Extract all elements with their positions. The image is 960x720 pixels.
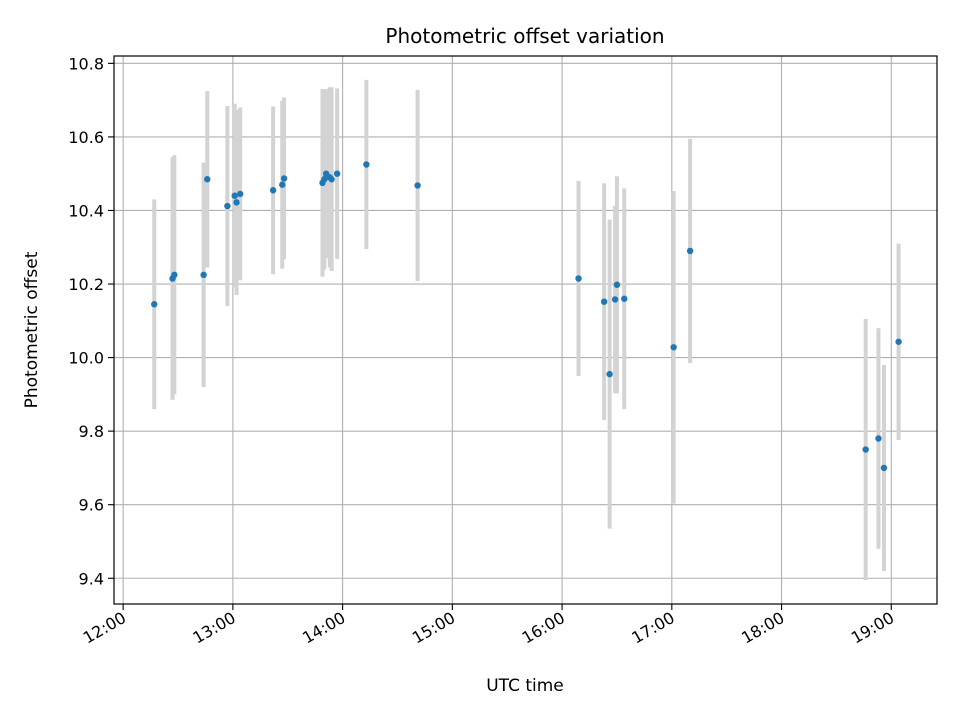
data-point xyxy=(231,192,238,199)
data-point xyxy=(862,446,869,453)
data-point xyxy=(363,161,370,168)
data-point xyxy=(328,176,335,183)
y-tick-label: 10.0 xyxy=(68,349,104,368)
data-point xyxy=(613,281,621,288)
y-tick-label: 9.4 xyxy=(79,569,104,588)
data-point xyxy=(414,182,421,189)
y-tick-label: 10.6 xyxy=(68,128,104,147)
data-point xyxy=(200,271,207,279)
data-point xyxy=(575,275,582,282)
y-tick-label: 10.8 xyxy=(68,54,104,73)
data-point xyxy=(895,338,902,345)
data-point xyxy=(611,296,619,303)
data-point xyxy=(875,435,882,442)
data-point xyxy=(236,190,244,198)
chart-title: Photometric offset variation xyxy=(385,24,664,48)
data-points xyxy=(151,161,902,472)
y-tick-label: 10.4 xyxy=(68,201,104,220)
data-point xyxy=(280,175,288,182)
data-point xyxy=(686,247,694,255)
y-axis-title: Photometric offset xyxy=(22,251,42,408)
data-point xyxy=(621,295,628,302)
data-point xyxy=(321,176,328,183)
data-point xyxy=(233,199,240,206)
data-point xyxy=(204,176,211,183)
data-point xyxy=(151,301,158,308)
data-point xyxy=(880,464,888,472)
data-point xyxy=(171,271,178,279)
data-point xyxy=(333,170,341,177)
data-point xyxy=(279,181,286,188)
plot-frame xyxy=(113,55,938,605)
data-point xyxy=(670,344,677,351)
data-point xyxy=(606,370,613,378)
x-axis-title: UTC time xyxy=(486,676,564,696)
y-tick-label: 10.2 xyxy=(68,275,104,294)
y-axis-ticks: 9.4 9.6 9.8 10.0 10.2 10.4 10.6 10.8 xyxy=(68,54,114,588)
data-point xyxy=(224,202,231,210)
data-point xyxy=(600,298,608,305)
y-tick-label: 9.6 xyxy=(79,496,104,515)
y-tick-label: 9.8 xyxy=(79,422,104,441)
data-point xyxy=(269,187,277,194)
